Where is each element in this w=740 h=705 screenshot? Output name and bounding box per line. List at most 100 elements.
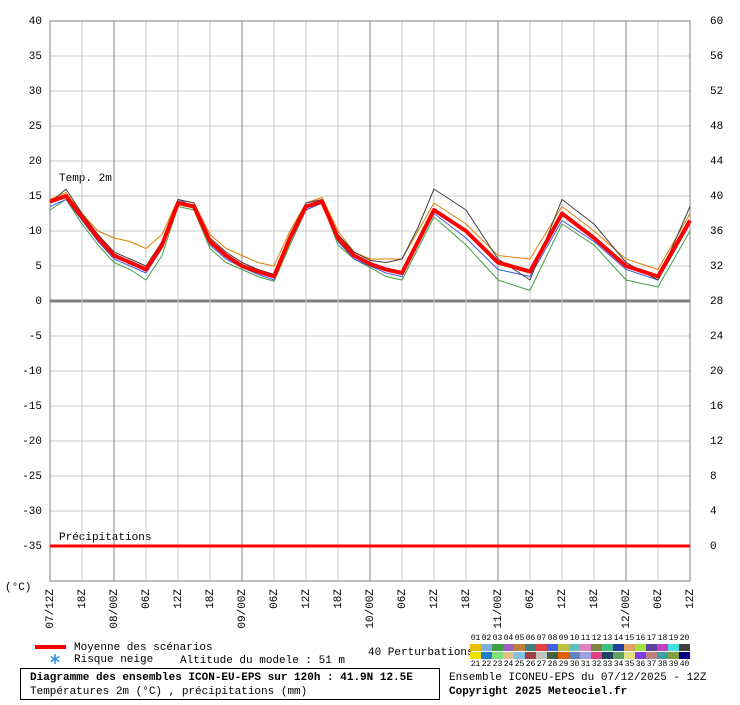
x-tick-label: 12Z	[429, 589, 441, 609]
perturbation-swatch	[547, 644, 558, 651]
perturbation-id: 34	[614, 660, 624, 669]
perturbation-swatch	[569, 652, 580, 659]
perturbation-id: 04	[504, 634, 514, 643]
y2-tick-label: 44	[710, 156, 724, 168]
perturbation-id: 17	[647, 634, 657, 643]
y-tick-label: -15	[22, 401, 42, 413]
y-unit-label: (°C)	[5, 582, 31, 594]
perturbation-id: 31	[581, 660, 591, 669]
perturbation-id: 38	[658, 660, 668, 669]
perturbation-id: 05	[515, 634, 525, 643]
perturbation-id: 20	[680, 634, 690, 643]
perturbations-label: 40 Perturbations	[368, 647, 474, 659]
perturbation-id: 39	[669, 660, 679, 669]
perturbation-swatch	[591, 644, 602, 651]
perturbation-swatch	[492, 644, 503, 651]
perturbation-swatch	[591, 652, 602, 659]
perturbation-id: 02	[482, 634, 492, 643]
perturbation-swatch	[613, 644, 624, 651]
perturbation-id: 13	[603, 634, 613, 643]
perturbation-id: 19	[669, 634, 679, 643]
perturbation-swatch	[547, 652, 558, 659]
y2-tick-label: 28	[710, 296, 723, 308]
x-tick-label: 18Z	[589, 589, 601, 609]
perturbation-id: 40	[680, 660, 690, 669]
perturbation-swatch	[668, 644, 679, 651]
perturbation-swatch	[646, 652, 657, 659]
y-tick-label: -10	[22, 366, 42, 378]
perturbation-id: 30	[570, 660, 580, 669]
perturbation-swatch	[514, 644, 525, 651]
x-tick-label: 12Z	[301, 589, 313, 609]
plot-frame	[49, 20, 691, 582]
x-tick-label: 10/00Z	[365, 589, 377, 629]
y-tick-label: 25	[29, 121, 42, 133]
y-tick-label: 20	[29, 156, 42, 168]
perturbation-swatch	[635, 652, 646, 659]
y-tick-label: 15	[29, 191, 42, 203]
x-tick-label: 09/00Z	[237, 589, 249, 629]
y2-tick-label: 0	[710, 541, 717, 553]
y2-tick-label: 4	[710, 506, 717, 518]
perturbation-id: 24	[504, 660, 514, 669]
x-tick-label: 11/00Z	[493, 589, 505, 629]
y2-tick-label: 56	[710, 51, 723, 63]
perturbation-swatch	[624, 652, 635, 659]
perturbation-id: 15	[625, 634, 635, 643]
perturbation-id: 28	[548, 660, 558, 669]
perturbation-swatch	[536, 652, 547, 659]
perturbation-swatch	[481, 652, 492, 659]
perturbation-id: 07	[537, 634, 547, 643]
perturbation-swatch	[646, 644, 657, 651]
x-tick-label: 06Z	[525, 589, 537, 609]
y-tick-label: -30	[22, 506, 42, 518]
x-tick-label: 07/12Z	[45, 589, 57, 629]
legend-snow: Risque neige	[74, 654, 153, 666]
perturbation-id: 32	[592, 660, 602, 669]
perturbation-id: 21	[471, 660, 481, 669]
x-tick-label: 18Z	[333, 589, 345, 609]
perturbation-swatch	[503, 652, 514, 659]
perturbation-swatch	[580, 644, 591, 651]
perturbation-id: 03	[493, 634, 503, 643]
perturbation-id: 29	[559, 660, 569, 669]
perturbation-swatch	[569, 644, 580, 651]
x-tick-label: 12/00Z	[621, 589, 633, 629]
perturbation-id: 22	[482, 660, 492, 669]
annotation: Précipitations	[59, 532, 151, 544]
x-tick-label: 12Z	[685, 589, 697, 609]
y2-tick-label: 52	[710, 86, 723, 98]
perturbation-swatch	[635, 644, 646, 651]
perturbation-id: 26	[526, 660, 536, 669]
perturbation-swatch	[657, 652, 668, 659]
mean-line	[49, 194, 692, 279]
y-tick-label: -35	[22, 541, 42, 553]
y2-tick-label: 60	[710, 16, 723, 28]
perturbation-swatch	[481, 644, 492, 651]
perturbation-swatch	[525, 652, 536, 659]
perturbation-id: 25	[515, 660, 525, 669]
perturbation-swatch	[657, 644, 668, 651]
copyright: Copyright 2025 Meteociel.fr	[449, 686, 627, 698]
altitude: Altitude du modele : 51 m	[180, 655, 345, 667]
perturbation-id: 01	[471, 634, 481, 643]
member-line	[49, 188, 691, 281]
perturbation-id: 09	[559, 634, 569, 643]
perturbation-id: 18	[658, 634, 668, 643]
chart-title: Diagramme des ensembles ICON-EU-EPS sur …	[30, 672, 413, 684]
y-tick-label: -25	[22, 471, 42, 483]
y-tick-label: 40	[29, 16, 42, 28]
y-tick-label: 0	[35, 296, 42, 308]
perturbation-swatch	[613, 652, 624, 659]
perturbation-swatch	[624, 644, 635, 651]
perturbation-id: 36	[636, 660, 646, 669]
y-tick-label: 5	[35, 261, 42, 273]
y2-tick-label: 40	[710, 191, 723, 203]
perturbation-id: 33	[603, 660, 613, 669]
perturbation-swatch	[470, 644, 481, 651]
perturbation-id: 23	[493, 660, 503, 669]
y2-tick-label: 12	[710, 436, 723, 448]
perturbation-id: 06	[526, 634, 536, 643]
y-tick-label: 10	[29, 226, 42, 238]
perturbation-swatch	[602, 644, 613, 651]
